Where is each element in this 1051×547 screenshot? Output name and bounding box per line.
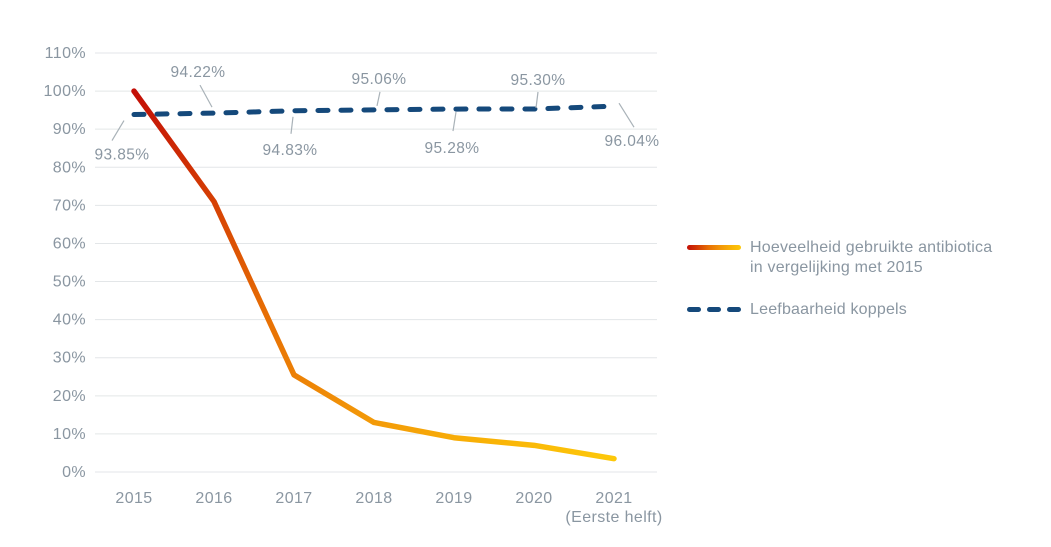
label-callout-line [618, 102, 635, 128]
y-axis-tick-label: 20% [53, 388, 86, 405]
dash-segment [707, 307, 721, 312]
label-callout-line [199, 84, 213, 108]
label-callout-line [452, 111, 457, 132]
y-axis-tick-label: 40% [53, 312, 86, 329]
y-axis-tick-label: 110% [45, 45, 86, 62]
x-axis-tick-label: (Eerste helft) [565, 509, 662, 526]
y-axis-tick-label: 100% [43, 83, 86, 100]
x-axis-tick-label: 2015 [115, 490, 152, 507]
data-point-label: 95.30% [511, 72, 566, 89]
chart-legend: Hoeveelheid gebruikte antibiotica in ver… [687, 238, 992, 320]
data-point-label: 95.28% [425, 140, 480, 157]
x-axis-tick-label: 2016 [195, 490, 232, 507]
x-axis-tick-label: 2021 [595, 490, 632, 507]
dash-segment [687, 307, 701, 312]
legend-item-antibiotics: Hoeveelheid gebruikte antibiotica in ver… [687, 238, 992, 278]
y-axis-tick-label: 60% [53, 235, 86, 252]
y-axis-tick-label: 50% [53, 274, 86, 291]
dashed-line-swatch [687, 307, 741, 312]
label-callout-line [376, 91, 381, 107]
x-axis-tick-label: 2017 [275, 490, 312, 507]
y-axis-tick-label: 0% [62, 464, 86, 481]
legend-item-livability: Leefbaarheid koppels [687, 300, 992, 320]
x-axis-tick-label: 2018 [355, 490, 392, 507]
label-callout-line [290, 116, 294, 134]
gradient-line-swatch [687, 245, 741, 250]
legend-label-antibiotics: Hoeveelheid gebruikte antibiotica in ver… [750, 239, 993, 276]
y-axis-tick-label: 90% [53, 121, 86, 138]
antibiotics-line [131, 88, 617, 462]
data-point-label: 96.04% [605, 133, 660, 150]
y-axis-tick-label: 80% [53, 159, 86, 176]
y-axis-tick-label: 70% [53, 197, 86, 214]
dash-segment [727, 307, 741, 312]
data-point-label: 94.22% [171, 64, 226, 81]
label-callout-line [535, 91, 539, 109]
data-point-label: 94.83% [263, 142, 318, 159]
data-point-label: 95.06% [352, 71, 407, 88]
data-point-label: 93.85% [95, 147, 150, 164]
y-axis-tick-label: 10% [53, 426, 86, 443]
x-axis-tick-label: 2020 [515, 490, 552, 507]
legend-label-livability: Leefbaarheid koppels [750, 301, 908, 318]
livability-line [131, 103, 617, 118]
y-axis-tick-label: 30% [53, 350, 86, 367]
label-callout-line [111, 120, 125, 141]
x-axis-tick-label: 2019 [435, 490, 472, 507]
